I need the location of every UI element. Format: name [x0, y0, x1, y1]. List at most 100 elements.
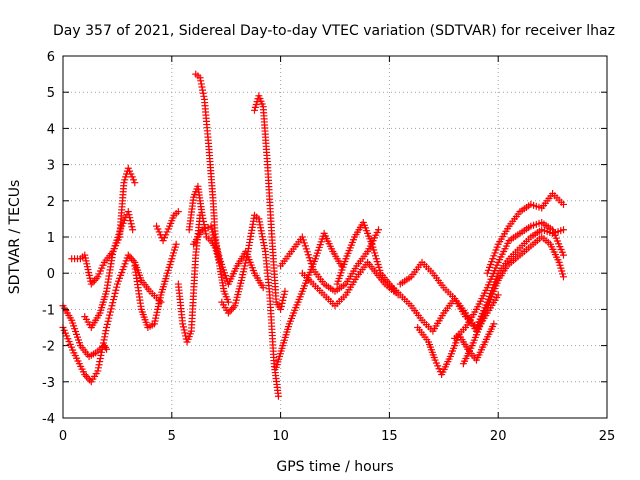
- data-point: [277, 302, 285, 310]
- data-point: [215, 252, 223, 260]
- series-track-4: [81, 164, 139, 331]
- data-point: [199, 214, 207, 222]
- data-point: [375, 226, 383, 234]
- data-points: [59, 70, 567, 400]
- data-point: [200, 221, 208, 229]
- series-track-7: [174, 211, 204, 346]
- data-point: [559, 273, 567, 281]
- y-tick-label: 1: [47, 231, 55, 246]
- data-point: [490, 320, 498, 328]
- data-point: [128, 223, 136, 231]
- data-point: [101, 333, 109, 341]
- series-track-8: [185, 182, 224, 266]
- y-tick-label: 3: [47, 159, 55, 174]
- data-point: [111, 289, 119, 297]
- data-point: [101, 330, 109, 338]
- y-tick-label: -1: [42, 303, 55, 318]
- grid-lines: [63, 56, 607, 418]
- data-point: [125, 211, 133, 219]
- y-tick-label: -3: [42, 376, 55, 391]
- data-point: [179, 320, 187, 328]
- data-point: [106, 311, 114, 319]
- data-point: [86, 376, 94, 384]
- data-point: [226, 307, 234, 315]
- data-point: [300, 239, 308, 247]
- data-point: [113, 283, 121, 291]
- data-point: [281, 287, 289, 295]
- data-point: [200, 92, 208, 100]
- data-point: [127, 220, 135, 228]
- data-point: [126, 217, 134, 225]
- x-axis-label: GPS time / hours: [276, 459, 393, 475]
- data-point: [129, 226, 137, 234]
- data-point: [199, 86, 207, 94]
- data-point: [198, 211, 206, 219]
- data-point: [259, 284, 267, 292]
- y-tick-label: 4: [47, 122, 55, 137]
- data-point: [224, 298, 232, 306]
- data-point: [559, 226, 567, 234]
- y-tick-label: 0: [47, 267, 55, 282]
- data-point: [94, 367, 102, 375]
- series-track-3: [68, 208, 137, 288]
- data-point: [108, 302, 116, 310]
- data-point: [207, 222, 215, 230]
- data-point: [213, 246, 221, 254]
- data-point: [84, 374, 92, 382]
- data-point: [304, 251, 312, 259]
- x-tick-label: 5: [168, 429, 176, 444]
- data-point: [180, 326, 188, 334]
- x-tick-labels: 0 5 10 15 20 25: [59, 429, 615, 444]
- data-point: [198, 83, 206, 91]
- data-point: [103, 324, 111, 331]
- data-point: [172, 240, 180, 248]
- data-point: [96, 358, 104, 366]
- axis-ticks: [62, 55, 608, 419]
- data-point: [214, 249, 222, 257]
- data-point: [179, 323, 187, 331]
- data-point: [174, 208, 182, 216]
- data-point: [109, 299, 117, 307]
- data-point: [196, 74, 204, 82]
- data-point: [280, 290, 288, 298]
- y-tick-label: 5: [47, 86, 55, 101]
- data-point: [308, 263, 316, 271]
- data-point: [102, 327, 110, 335]
- series-track-1: [59, 251, 165, 386]
- data-point: [209, 231, 217, 239]
- series-track-6: [153, 208, 182, 245]
- data-point: [96, 355, 104, 363]
- x-tick-label: 0: [59, 429, 67, 444]
- data-point: [103, 345, 111, 353]
- y-tick-label: -2: [42, 340, 55, 355]
- x-tick-label: 15: [381, 429, 398, 444]
- chart-title: Day 357 of 2021, Sidereal Day-to-day VTE…: [53, 23, 615, 39]
- data-point: [210, 234, 218, 242]
- series-track-10: [190, 222, 267, 292]
- data-point: [197, 80, 205, 88]
- y-tick-label: 6: [47, 50, 55, 65]
- data-point: [559, 251, 567, 259]
- series-track-11: [218, 211, 282, 400]
- x-tick-label: 25: [599, 429, 616, 444]
- data-point: [211, 237, 219, 245]
- series-track-16: [333, 219, 402, 299]
- data-point: [274, 392, 282, 400]
- series-track-21: [451, 219, 567, 342]
- series-track-2: [59, 302, 111, 360]
- data-point: [181, 329, 189, 337]
- data-point: [228, 305, 236, 313]
- data-point: [299, 236, 307, 244]
- data-point: [110, 292, 118, 300]
- y-axis-label: SDTVAR / TECUs: [7, 180, 23, 295]
- series-track-22: [483, 190, 567, 277]
- data-point: [213, 243, 221, 251]
- data-point: [94, 364, 102, 372]
- data-point: [559, 200, 567, 208]
- data-point: [208, 225, 216, 233]
- data-point: [112, 286, 120, 294]
- data-point: [202, 230, 210, 238]
- data-point: [110, 296, 118, 304]
